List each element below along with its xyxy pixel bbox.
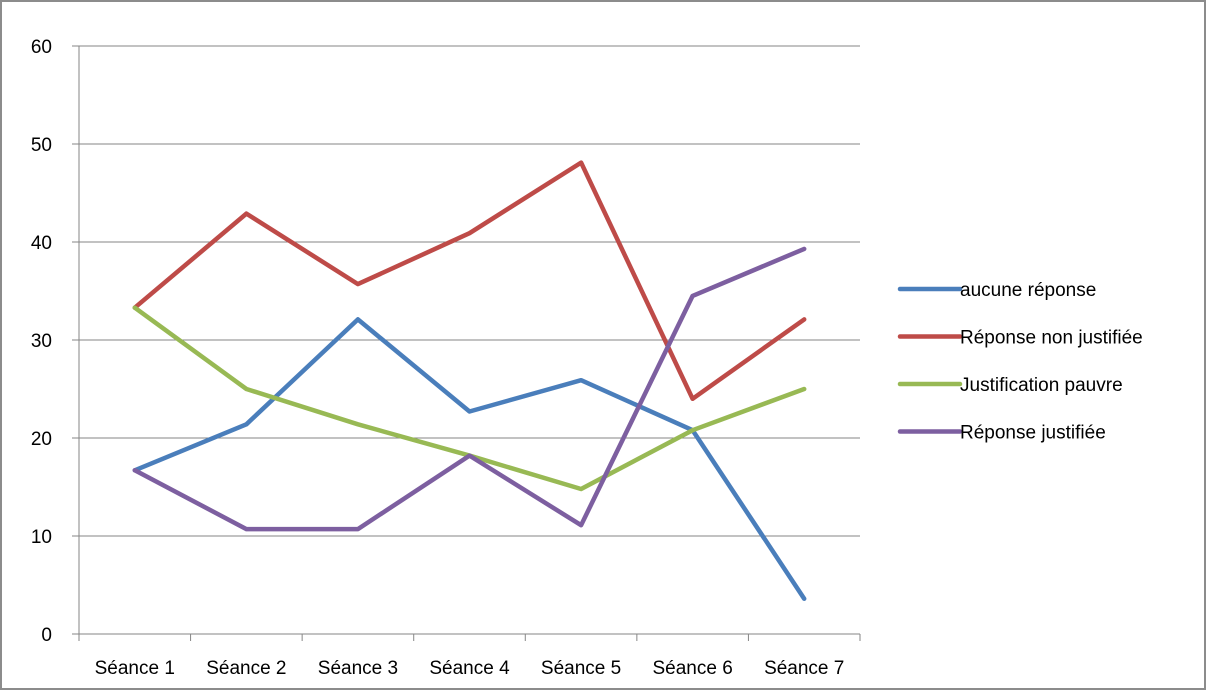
data-point — [690, 428, 695, 433]
legend-label: Réponse non justifiée — [960, 328, 1143, 349]
legend-label: aucune réponse — [960, 280, 1096, 301]
y-tick-label: 30 — [31, 331, 52, 352]
data-point — [802, 246, 807, 251]
data-point — [467, 409, 472, 414]
data-point — [132, 468, 137, 473]
x-tick-label: Séance 7 — [764, 658, 844, 679]
data-point — [579, 523, 584, 528]
y-tick-label: 40 — [31, 233, 52, 254]
x-tick-label: Séance 3 — [318, 658, 398, 679]
data-point — [244, 211, 249, 216]
data-point — [355, 422, 360, 427]
y-tick-label: 60 — [31, 37, 52, 58]
x-tick-label: Séance 5 — [541, 658, 621, 679]
x-tick-label: Séance 4 — [429, 658, 510, 679]
series-line-2 — [132, 160, 807, 402]
series-line-3 — [132, 305, 807, 492]
y-tick-label: 0 — [41, 625, 52, 646]
data-point — [244, 527, 249, 532]
data-point — [579, 160, 584, 165]
data-point — [579, 486, 584, 491]
axes: 0 10 20 30 40 50 60 Séance 1 Séance 2 Séance 3 Séa… — [31, 37, 861, 679]
data-point — [579, 378, 584, 383]
data-point — [355, 317, 360, 322]
x-tick-label: Séance 1 — [95, 658, 175, 679]
y-tick-label: 10 — [31, 527, 52, 548]
data-point — [244, 422, 249, 427]
data-point — [802, 387, 807, 392]
data-point — [690, 396, 695, 401]
data-point — [802, 596, 807, 601]
x-tick-label: Séance 2 — [206, 658, 286, 679]
data-point — [467, 453, 472, 458]
data-point — [244, 387, 249, 392]
y-tick-label: 20 — [31, 429, 52, 450]
gridlines — [79, 45, 860, 537]
data-point — [802, 317, 807, 322]
series-lines — [132, 160, 807, 601]
series-line-1 — [132, 317, 807, 601]
legend-label: Justification pauvre — [960, 375, 1123, 396]
legend: aucune réponse Réponse non justifiée Justi… — [897, 280, 1143, 444]
legend-label: Réponse justifiée — [960, 423, 1106, 444]
data-point — [467, 231, 472, 236]
series-line-4 — [132, 246, 807, 532]
y-tick-label: 50 — [31, 135, 52, 156]
data-point — [690, 293, 695, 298]
data-point — [355, 282, 360, 287]
x-tick-label: Séance 6 — [652, 658, 732, 679]
data-point — [355, 527, 360, 532]
data-point — [132, 305, 137, 310]
